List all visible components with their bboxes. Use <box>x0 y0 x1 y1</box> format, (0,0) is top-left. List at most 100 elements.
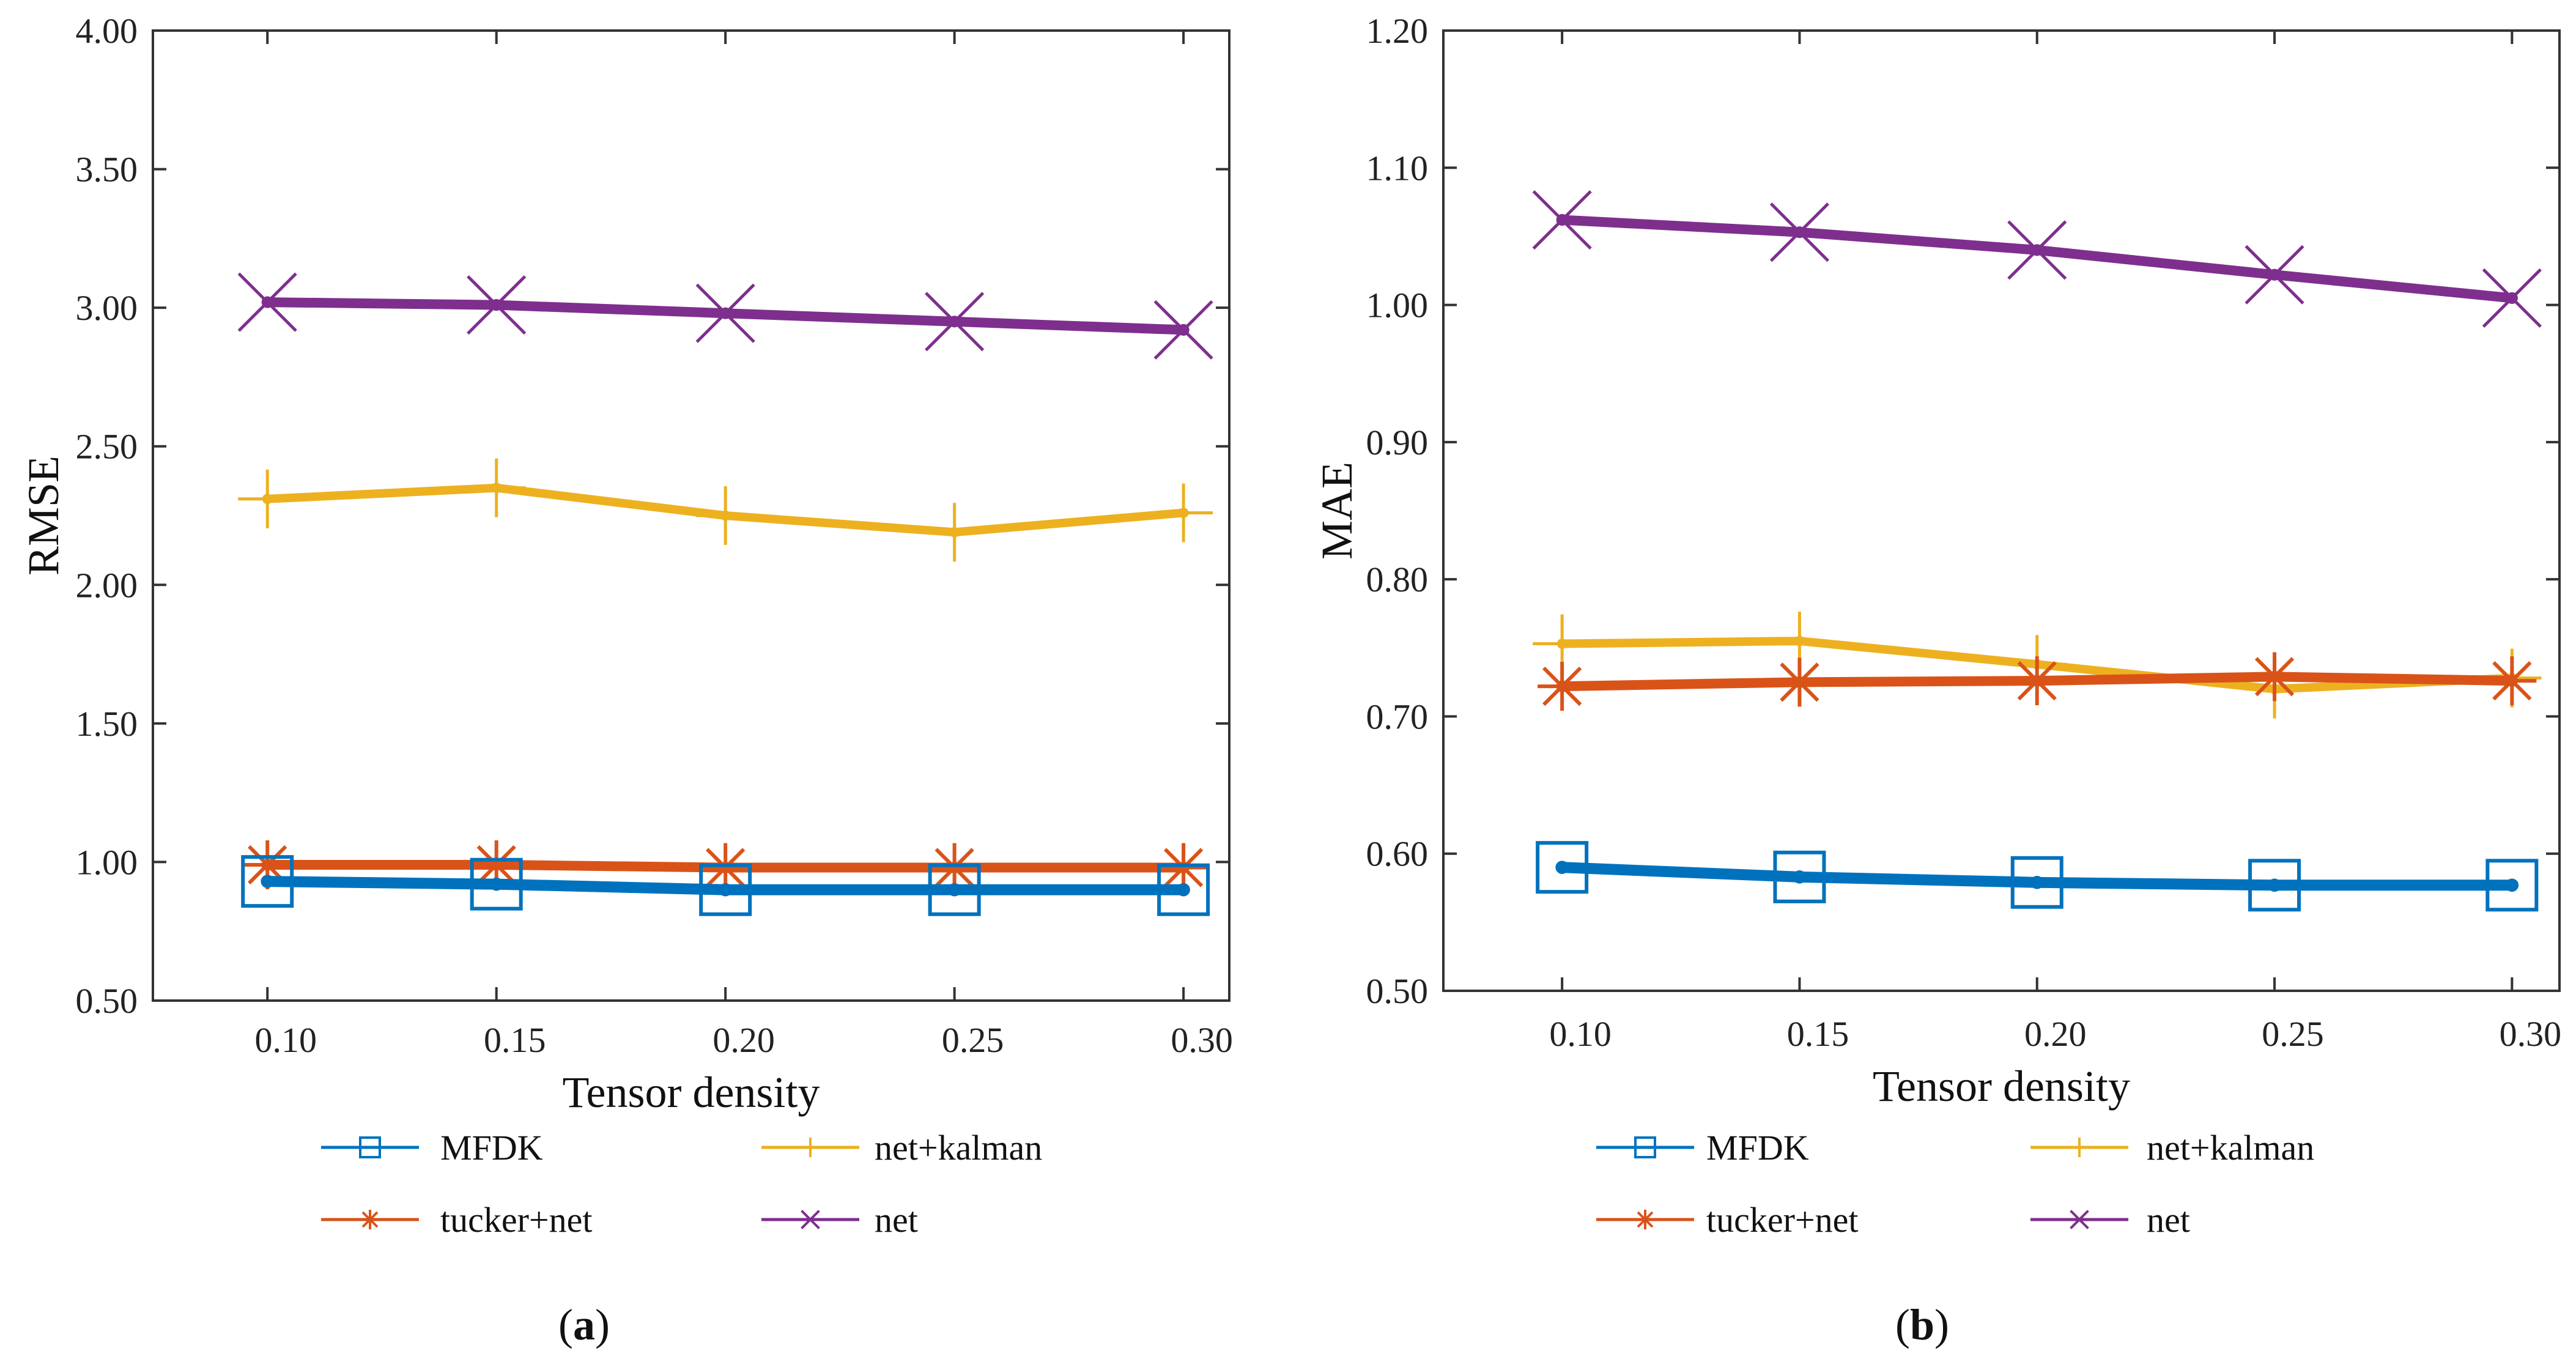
y-tick-label: 1.00 <box>1366 286 1429 325</box>
asterisk-icon-b <box>706 848 746 887</box>
data-point-mfdk <box>2505 878 2519 892</box>
y-tick-label: 0.70 <box>1366 697 1429 736</box>
square-icon <box>1157 863 1210 916</box>
legend-marker-net <box>2070 1210 2089 1229</box>
point-marker-tucker-net <box>2250 652 2300 702</box>
y-tick-label: 3.50 <box>76 150 138 190</box>
data-point-mfdk <box>1177 883 1190 897</box>
point-marker-net <box>1153 300 1213 360</box>
x-axis-title: Tensor density <box>1873 1062 2130 1111</box>
figure-caption: (b) <box>1895 1300 1949 1349</box>
legend-item-mfdk[interactable]: MFDK <box>321 1128 543 1168</box>
panel-b: 0.50 0.60 0.70 0.80 0.90 1.00 1.10 1.20 0.10 0.15… <box>1312 11 2561 1349</box>
point-marker-net <box>467 275 527 335</box>
point-marker-net <box>237 272 297 332</box>
series-net-kalman <box>238 458 1213 562</box>
point-marker-net-kalman <box>467 458 526 517</box>
caption-letter: a <box>573 1300 595 1349</box>
point-marker-net-kalman <box>925 503 984 562</box>
x-mark-icon-b <box>2007 220 2067 280</box>
x-tick-label: 0.15 <box>1787 1014 1849 1054</box>
point-marker-mfdk <box>2485 859 2539 912</box>
asterisk-icon-b <box>2254 657 2295 697</box>
asterisk-icon-b <box>476 845 516 885</box>
x-tick-label: 0.25 <box>2262 1014 2324 1054</box>
x-tick-label: 0.10 <box>254 1020 317 1060</box>
data-point-mfdk <box>2268 878 2281 892</box>
point-marker-net <box>2007 220 2067 280</box>
y-tick-label: 4.00 <box>76 11 138 51</box>
x-mark-icon-b <box>801 1210 820 1229</box>
legend-label: net <box>875 1200 918 1240</box>
point-marker-mfdk <box>241 855 294 908</box>
point-marker-mfdk <box>699 863 752 916</box>
point-marker-net <box>2482 268 2542 328</box>
x-tick-label: 0.20 <box>712 1020 775 1060</box>
legend-marker-net-kalman <box>801 1138 820 1157</box>
data-point-mfdk <box>489 877 503 891</box>
point-marker-net <box>1769 202 1830 262</box>
legend-item-tucker-net[interactable]: tucker+net <box>1596 1200 1858 1240</box>
square-icon <box>1634 1136 1656 1158</box>
point-marker-net <box>925 292 985 352</box>
x-mark-icon-b <box>2070 1210 2089 1229</box>
data-point-mfdk <box>2030 876 2044 889</box>
asterisk-icon-b <box>2492 661 2532 701</box>
point-marker-tucker-net <box>1775 657 1824 707</box>
point-marker-net <box>1532 190 1592 250</box>
legend-item-net[interactable]: net <box>2030 1200 2190 1240</box>
legend-item-net-kalman[interactable]: net+kalman <box>2030 1128 2314 1168</box>
legend-label: MFDK <box>440 1128 543 1168</box>
point-marker-net <box>695 283 755 343</box>
y-tick-label: 0.80 <box>1366 560 1429 599</box>
y-axis-title: MAE <box>1312 462 1361 560</box>
y-tick-label: 1.00 <box>76 842 138 882</box>
legend-label: MFDK <box>1706 1128 1809 1168</box>
point-marker-net-kalman <box>696 486 755 545</box>
legend-label: tucker+net <box>440 1200 592 1240</box>
legend-item-mfdk[interactable]: MFDK <box>1596 1128 1809 1168</box>
point-marker-mfdk <box>2010 856 2063 909</box>
series-net <box>237 272 1213 360</box>
asterisk-icon-b <box>361 1211 379 1228</box>
legend-label: tucker+net <box>1706 1200 1858 1240</box>
legend: MFDK net+kalman tucker+net net <box>1596 1128 2314 1240</box>
legend: MFDK net+kalman tucker+net net <box>321 1128 1042 1240</box>
y-tick-label: 2.50 <box>76 427 138 467</box>
square-icon <box>928 863 981 916</box>
legend-item-tucker-net[interactable]: tucker+net <box>321 1200 592 1240</box>
point-marker-net <box>2245 245 2304 305</box>
point-marker-mfdk <box>928 863 981 916</box>
x-mark-icon-b <box>1532 190 1592 250</box>
legend-label: net <box>2147 1200 2190 1240</box>
x-tick-label: 0.10 <box>1549 1014 1612 1054</box>
legend-item-net-kalman[interactable]: net+kalman <box>761 1128 1042 1168</box>
y-tick-label: 0.90 <box>1366 423 1429 462</box>
point-marker-mfdk <box>470 857 523 911</box>
data-point-mfdk <box>261 875 275 888</box>
caption-close: ) <box>595 1300 610 1349</box>
caption-letter: b <box>1910 1300 1934 1349</box>
series-tucker-net <box>1538 652 2537 711</box>
point-marker-mfdk <box>1536 841 1589 894</box>
caption-close: ) <box>1934 1300 1949 1349</box>
y-tick-label: 3.00 <box>76 288 138 328</box>
point-marker-mfdk <box>2248 859 2301 912</box>
legend-marker-tucker-net <box>1635 1210 1655 1229</box>
y-tick-label: 2.00 <box>76 565 138 605</box>
plot-frame <box>1442 29 2561 992</box>
y-tick-label: 1.10 <box>1366 148 1429 188</box>
legend-item-net[interactable]: net <box>761 1200 918 1240</box>
data-point-mfdk <box>947 883 961 897</box>
legend-marker-mfdk <box>359 1136 381 1158</box>
series-mfdk <box>1536 841 2539 912</box>
caption-open: ( <box>1895 1300 1910 1349</box>
square-icon <box>2485 859 2539 912</box>
square-icon <box>241 855 294 908</box>
x-tick-label: 0.15 <box>484 1020 546 1060</box>
square-icon <box>2248 859 2301 912</box>
series-mfdk <box>241 855 1210 916</box>
y-axis-title: RMSE <box>19 456 68 576</box>
square-icon <box>1773 850 1826 903</box>
panel-a: 0.50 1.00 1.50 2.00 2.50 3.00 3.50 4.00 0.10 0.15… <box>19 11 1233 1349</box>
